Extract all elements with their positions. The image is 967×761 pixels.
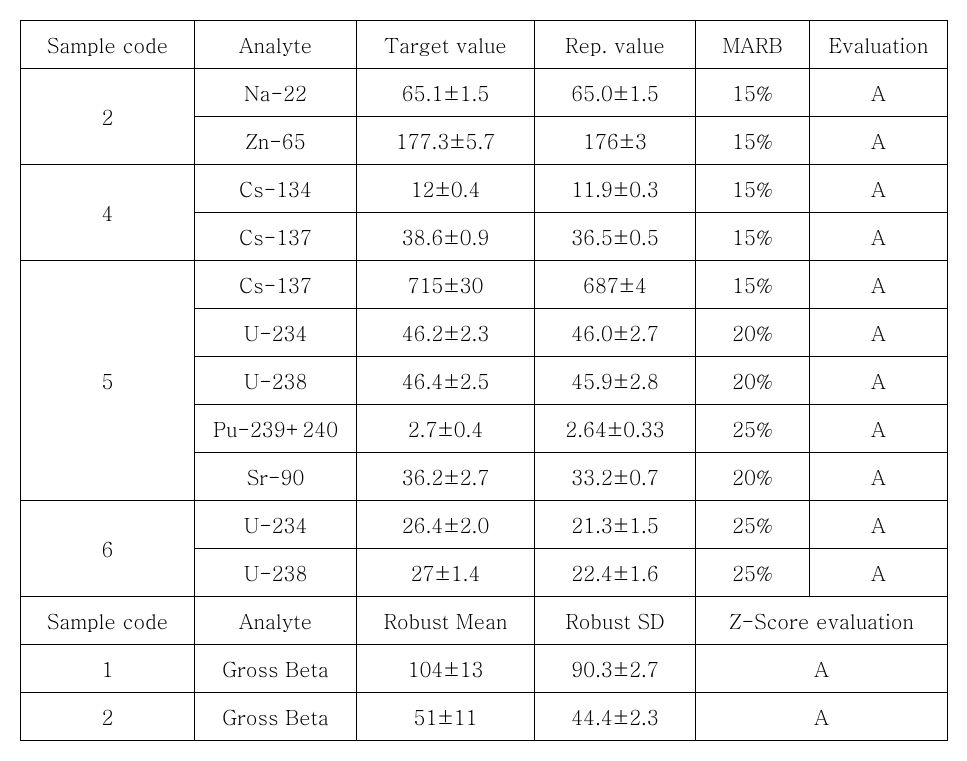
- cell-marb: 15%: [696, 117, 810, 165]
- cell-rep: 687±4: [535, 261, 696, 309]
- cell-marb: 25%: [696, 405, 810, 453]
- cell-robust-mean: 51±11: [357, 693, 535, 741]
- header-target-value: Target value: [357, 21, 535, 69]
- cell-target: 65.1±1.5: [357, 69, 535, 117]
- cell-analyte: U-234: [195, 501, 357, 549]
- table-row: 4 Cs-134 12±0.4 11.9±0.3 15% A: [21, 165, 948, 213]
- cell-sample-code: 2: [21, 69, 195, 165]
- cell-rep: 45.9±2.8: [535, 357, 696, 405]
- data-table: Sample code Analyte Target value Rep. va…: [20, 20, 948, 741]
- header-evaluation: Evaluation: [810, 21, 948, 69]
- cell-marb: 20%: [696, 309, 810, 357]
- cell-target: 715±30: [357, 261, 535, 309]
- cell-analyte: Pu-239+240: [195, 405, 357, 453]
- cell-sample-code: 4: [21, 165, 195, 261]
- cell-analyte: Gross Beta: [195, 693, 357, 741]
- header-rep-value: Rep. value: [535, 21, 696, 69]
- cell-rep: 65.0±1.5: [535, 69, 696, 117]
- header-zscore: Z-Score evaluation: [696, 597, 948, 645]
- cell-analyte: Gross Beta: [195, 645, 357, 693]
- cell-rep: 46.0±2.7: [535, 309, 696, 357]
- cell-target: 46.4±2.5: [357, 357, 535, 405]
- header-sample-code: Sample code: [21, 21, 195, 69]
- cell-marb: 15%: [696, 69, 810, 117]
- cell-target: 26.4±2.0: [357, 501, 535, 549]
- table-header-row: Sample code Analyte Target value Rep. va…: [21, 21, 948, 69]
- cell-analyte: U-238: [195, 549, 357, 597]
- cell-eval: A: [810, 213, 948, 261]
- cell-zscore: A: [696, 693, 948, 741]
- cell-robust-mean: 104±13: [357, 645, 535, 693]
- cell-rep: 22.4±1.6: [535, 549, 696, 597]
- table-row: 2 Na-22 65.1±1.5 65.0±1.5 15% A: [21, 69, 948, 117]
- cell-analyte: Zn-65: [195, 117, 357, 165]
- cell-robust-sd: 90.3±2.7: [535, 645, 696, 693]
- cell-marb: 15%: [696, 165, 810, 213]
- header-analyte-2: Analyte: [195, 597, 357, 645]
- header-robust-mean: Robust Mean: [357, 597, 535, 645]
- cell-target: 36.2±2.7: [357, 453, 535, 501]
- cell-analyte: U-234: [195, 309, 357, 357]
- cell-analyte: Cs-137: [195, 213, 357, 261]
- cell-sample-code: 6: [21, 501, 195, 597]
- cell-rep: 36.5±0.5: [535, 213, 696, 261]
- cell-target: 46.2±2.3: [357, 309, 535, 357]
- cell-eval: A: [810, 69, 948, 117]
- cell-zscore: A: [696, 645, 948, 693]
- cell-rep: 2.64±0.33: [535, 405, 696, 453]
- cell-target: 27±1.4: [357, 549, 535, 597]
- header-marb: MARB: [696, 21, 810, 69]
- cell-rep: 21.3±1.5: [535, 501, 696, 549]
- cell-rep: 11.9±0.3: [535, 165, 696, 213]
- cell-eval: A: [810, 165, 948, 213]
- table-row: 1 Gross Beta 104±13 90.3±2.7 A: [21, 645, 948, 693]
- cell-sample-code: 5: [21, 261, 195, 501]
- cell-marb: 15%: [696, 213, 810, 261]
- cell-target: 2.7±0.4: [357, 405, 535, 453]
- header-analyte: Analyte: [195, 21, 357, 69]
- cell-sample-code: 1: [21, 645, 195, 693]
- cell-marb: 20%: [696, 453, 810, 501]
- cell-eval: A: [810, 117, 948, 165]
- cell-analyte: Cs-134: [195, 165, 357, 213]
- cell-eval: A: [810, 501, 948, 549]
- cell-eval: A: [810, 357, 948, 405]
- cell-target: 12±0.4: [357, 165, 535, 213]
- cell-rep: 33.2±0.7: [535, 453, 696, 501]
- table-row: 5 Cs-137 715±30 687±4 15% A: [21, 261, 948, 309]
- cell-analyte: Sr-90: [195, 453, 357, 501]
- cell-marb: 25%: [696, 549, 810, 597]
- cell-robust-sd: 44.4±2.3: [535, 693, 696, 741]
- cell-eval: A: [810, 309, 948, 357]
- cell-target: 38.6±0.9: [357, 213, 535, 261]
- cell-marb: 25%: [696, 501, 810, 549]
- table-row: 2 Gross Beta 51±11 44.4±2.3 A: [21, 693, 948, 741]
- cell-eval: A: [810, 261, 948, 309]
- cell-analyte: U-238: [195, 357, 357, 405]
- table-header-row-2: Sample code Analyte Robust Mean Robust S…: [21, 597, 948, 645]
- header-robust-sd: Robust SD: [535, 597, 696, 645]
- cell-marb: 20%: [696, 357, 810, 405]
- cell-marb: 15%: [696, 261, 810, 309]
- header-sample-code-2: Sample code: [21, 597, 195, 645]
- cell-eval: A: [810, 453, 948, 501]
- cell-analyte: Cs-137: [195, 261, 357, 309]
- cell-analyte: Na-22: [195, 69, 357, 117]
- cell-target: 177.3±5.7: [357, 117, 535, 165]
- cell-eval: A: [810, 405, 948, 453]
- cell-rep: 176±3: [535, 117, 696, 165]
- cell-sample-code: 2: [21, 693, 195, 741]
- table-row: 6 U-234 26.4±2.0 21.3±1.5 25% A: [21, 501, 948, 549]
- cell-eval: A: [810, 549, 948, 597]
